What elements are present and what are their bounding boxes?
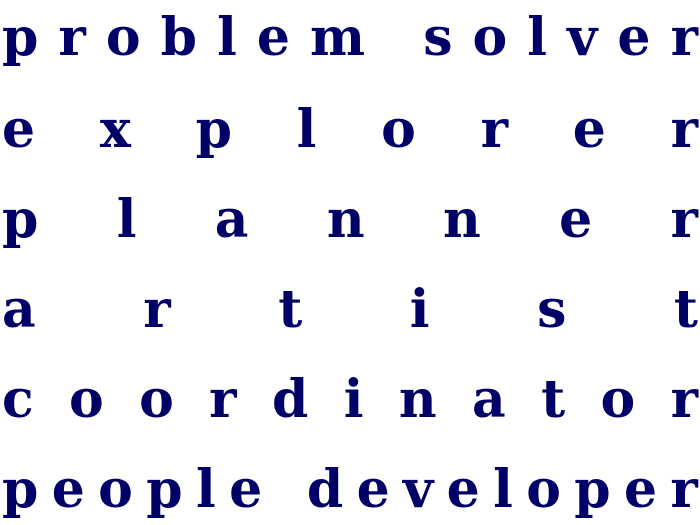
- letter: l: [527, 7, 548, 68]
- letter: p: [2, 189, 39, 250]
- letter: e: [51, 459, 85, 520]
- letter: a: [472, 369, 506, 430]
- letter: o: [526, 459, 561, 520]
- letter: e: [229, 459, 263, 520]
- letter: o: [69, 369, 104, 430]
- letter: r: [670, 369, 698, 430]
- letter: v: [567, 7, 598, 68]
- letter: e: [446, 459, 480, 520]
- letter: s: [423, 7, 453, 68]
- letter: e: [617, 7, 651, 68]
- letter: s: [537, 279, 567, 340]
- letter: a: [214, 189, 249, 250]
- letter: e: [2, 99, 36, 160]
- letter: c: [2, 369, 34, 430]
- letter: r: [670, 7, 698, 68]
- letter: x: [99, 99, 131, 160]
- letter: p: [2, 459, 39, 520]
- letter: d: [306, 459, 344, 520]
- letter: e: [623, 459, 658, 520]
- letter: t: [673, 279, 698, 340]
- letter: l: [116, 189, 137, 250]
- letter: l: [493, 459, 513, 520]
- letter: e: [256, 7, 290, 68]
- letter: e: [559, 189, 593, 250]
- letter: r: [670, 99, 698, 160]
- letter: m: [310, 7, 366, 68]
- letter: t: [278, 279, 303, 340]
- letter: p: [195, 99, 232, 160]
- letter: r: [670, 189, 698, 250]
- letter: d: [271, 369, 309, 430]
- letter: o: [139, 369, 174, 430]
- letter: e: [356, 459, 390, 520]
- letter: v: [403, 459, 434, 520]
- letter: i: [409, 279, 430, 340]
- letter: o: [105, 7, 141, 68]
- letter: t: [541, 369, 566, 430]
- letter: i: [343, 369, 364, 430]
- letter: l: [296, 99, 317, 160]
- letter: l: [217, 7, 237, 68]
- letter: b: [160, 7, 197, 68]
- letter: e: [572, 99, 606, 160]
- letter: r: [480, 99, 508, 160]
- letter: n: [398, 369, 437, 430]
- letter: p: [146, 459, 183, 520]
- letter: n: [442, 189, 481, 250]
- letter: o: [98, 459, 133, 520]
- letter: l: [195, 459, 216, 520]
- letter: a: [2, 279, 36, 340]
- letter: r: [670, 459, 698, 520]
- letter: r: [58, 7, 86, 68]
- letter: p: [574, 459, 611, 520]
- letter: o: [381, 99, 416, 160]
- letter: o: [600, 369, 636, 430]
- letter: p: [2, 7, 39, 68]
- letter: o: [472, 7, 508, 68]
- letter: n: [326, 189, 365, 250]
- letter: r: [143, 279, 171, 340]
- letter: r: [209, 369, 237, 430]
